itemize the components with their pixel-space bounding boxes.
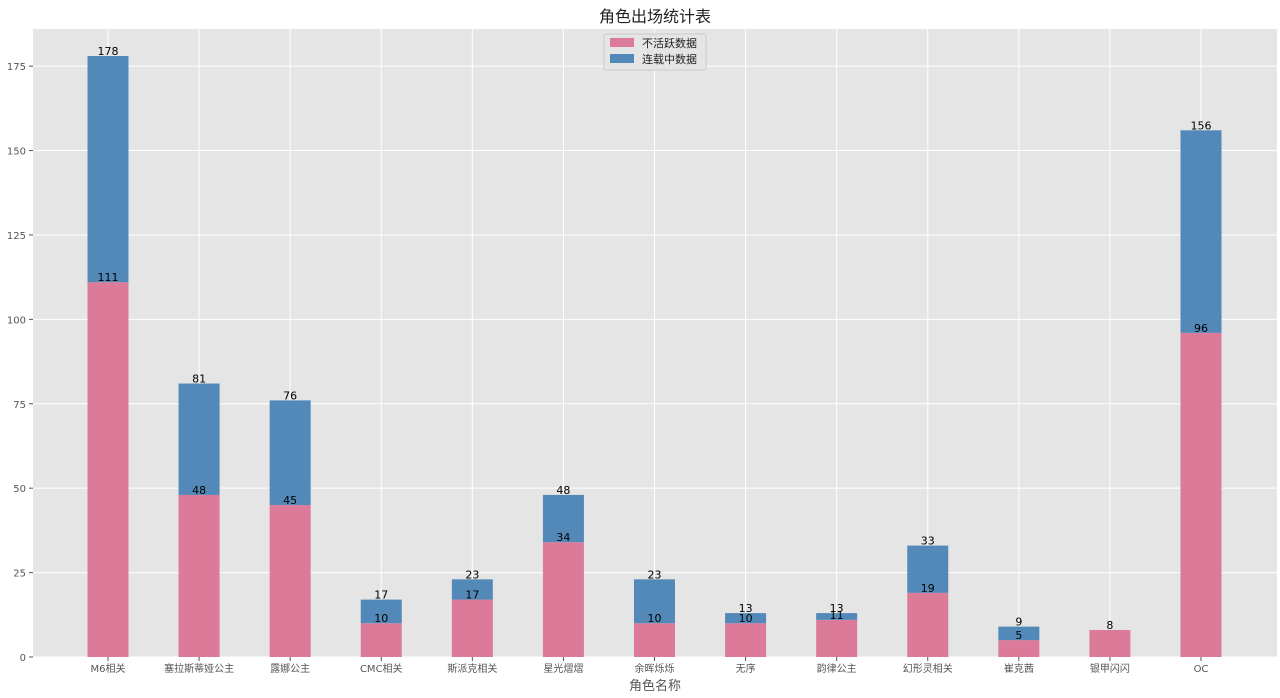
bar-inactive bbox=[998, 640, 1040, 657]
data-label-inactive: 19 bbox=[921, 582, 935, 595]
y-tick-label: 0 bbox=[20, 653, 26, 664]
data-label-total: 76 bbox=[283, 389, 297, 402]
bar-ongoing bbox=[451, 579, 493, 600]
data-label-inactive: 45 bbox=[283, 494, 297, 507]
bar-ongoing bbox=[816, 613, 858, 620]
bar-ongoing bbox=[269, 400, 311, 506]
bar-inactive bbox=[269, 505, 311, 657]
data-label-total: 23 bbox=[465, 568, 479, 581]
data-label-inactive: 11 bbox=[830, 609, 844, 622]
bar-ongoing bbox=[907, 545, 949, 593]
x-tick-label: M6相关 bbox=[91, 662, 126, 675]
legend-item-ongoing: 连载中数据 bbox=[610, 52, 697, 66]
bar-ongoing bbox=[360, 599, 402, 624]
legend-label-inactive: 不活跃数据 bbox=[642, 36, 697, 50]
y-tick-label: 25 bbox=[13, 569, 26, 580]
legend: 不活跃数据 连载中数据 bbox=[603, 33, 707, 71]
data-label-inactive: 5 bbox=[1015, 629, 1022, 642]
data-label-total: 33 bbox=[921, 535, 935, 548]
x-tick-label: 崔克茜 bbox=[1004, 662, 1034, 675]
y-tick-label: 125 bbox=[7, 231, 26, 242]
bar-ongoing bbox=[178, 383, 220, 495]
bar-inactive bbox=[87, 282, 129, 657]
bar-inactive bbox=[634, 623, 675, 657]
x-tick-label: 韵律公主 bbox=[817, 662, 857, 675]
x-tick-label: 幻形灵相关 bbox=[903, 662, 953, 675]
data-label-inactive: 10 bbox=[739, 612, 753, 625]
y-tick-label: 150 bbox=[7, 147, 26, 158]
data-label-inactive: 10 bbox=[374, 612, 388, 625]
x-tick-label: 露娜公主 bbox=[270, 662, 310, 675]
bar-inactive bbox=[542, 542, 584, 657]
data-label-total: 23 bbox=[648, 568, 662, 581]
data-label-total: 9 bbox=[1015, 616, 1022, 629]
bar-inactive bbox=[1180, 332, 1222, 657]
bar-inactive bbox=[816, 619, 858, 657]
bar-inactive bbox=[725, 623, 767, 657]
data-label-total: 48 bbox=[556, 484, 570, 497]
bar-ongoing bbox=[1180, 130, 1222, 333]
x-tick-label: 无序 bbox=[736, 662, 756, 675]
data-label-inactive: 10 bbox=[648, 612, 662, 625]
bar-inactive bbox=[360, 623, 402, 657]
y-tick-label: 175 bbox=[7, 62, 26, 73]
data-label-inactive: 111 bbox=[98, 271, 119, 284]
y-tick-label: 50 bbox=[13, 484, 26, 495]
bars bbox=[87, 56, 1222, 657]
legend-swatch-inactive bbox=[610, 38, 634, 47]
x-tick-label: CMC相关 bbox=[360, 662, 403, 675]
y-tick-label: 100 bbox=[7, 315, 26, 326]
data-label-total: 13 bbox=[830, 602, 844, 615]
bar-inactive bbox=[451, 599, 493, 657]
legend-label-ongoing: 连载中数据 bbox=[642, 52, 697, 66]
bar-ongoing bbox=[998, 626, 1040, 641]
x-tick-label: 塞拉斯蒂娅公主 bbox=[164, 662, 234, 675]
bar-ongoing bbox=[634, 579, 675, 624]
data-label-total: 178 bbox=[98, 45, 119, 58]
data-label-total: 13 bbox=[739, 602, 753, 615]
legend-swatch-ongoing bbox=[610, 54, 634, 63]
x-tick-label: 余晖烁烁 bbox=[635, 662, 675, 675]
bar-ongoing bbox=[725, 613, 767, 624]
x-tick-label: 斯派克相关 bbox=[447, 662, 497, 675]
y-tick-label: 75 bbox=[13, 400, 26, 411]
data-label-total: 156 bbox=[1191, 119, 1212, 132]
axes: 0255075100125150175M6相关 塞拉斯蒂娅公主 露娜公主 CMC相关斯… bbox=[7, 62, 1209, 675]
data-label-inactive: 34 bbox=[556, 531, 570, 544]
chart-title: 角色出场统计表 bbox=[599, 7, 711, 26]
x-axis-label: 角色名称 bbox=[629, 678, 681, 694]
x-tick-label: 银甲闪闪 bbox=[1090, 662, 1130, 675]
bar-inactive bbox=[1089, 629, 1131, 657]
bar-inactive bbox=[178, 494, 220, 657]
bar-ongoing bbox=[542, 494, 584, 543]
bar-ongoing bbox=[87, 56, 129, 283]
data-label-total: 81 bbox=[192, 373, 206, 386]
data-label-inactive: 17 bbox=[465, 589, 479, 602]
data-label-inactive: 48 bbox=[192, 484, 206, 497]
data-label-inactive: 8 bbox=[1106, 619, 1113, 632]
bar-inactive bbox=[907, 592, 949, 657]
data-label-total: 17 bbox=[374, 589, 388, 602]
legend-item-inactive: 不活跃数据 bbox=[610, 36, 697, 50]
data-label-inactive: 96 bbox=[1194, 322, 1208, 335]
x-tick-label: OC bbox=[1194, 664, 1209, 675]
x-tick-label: 星光熠熠 bbox=[543, 662, 583, 675]
